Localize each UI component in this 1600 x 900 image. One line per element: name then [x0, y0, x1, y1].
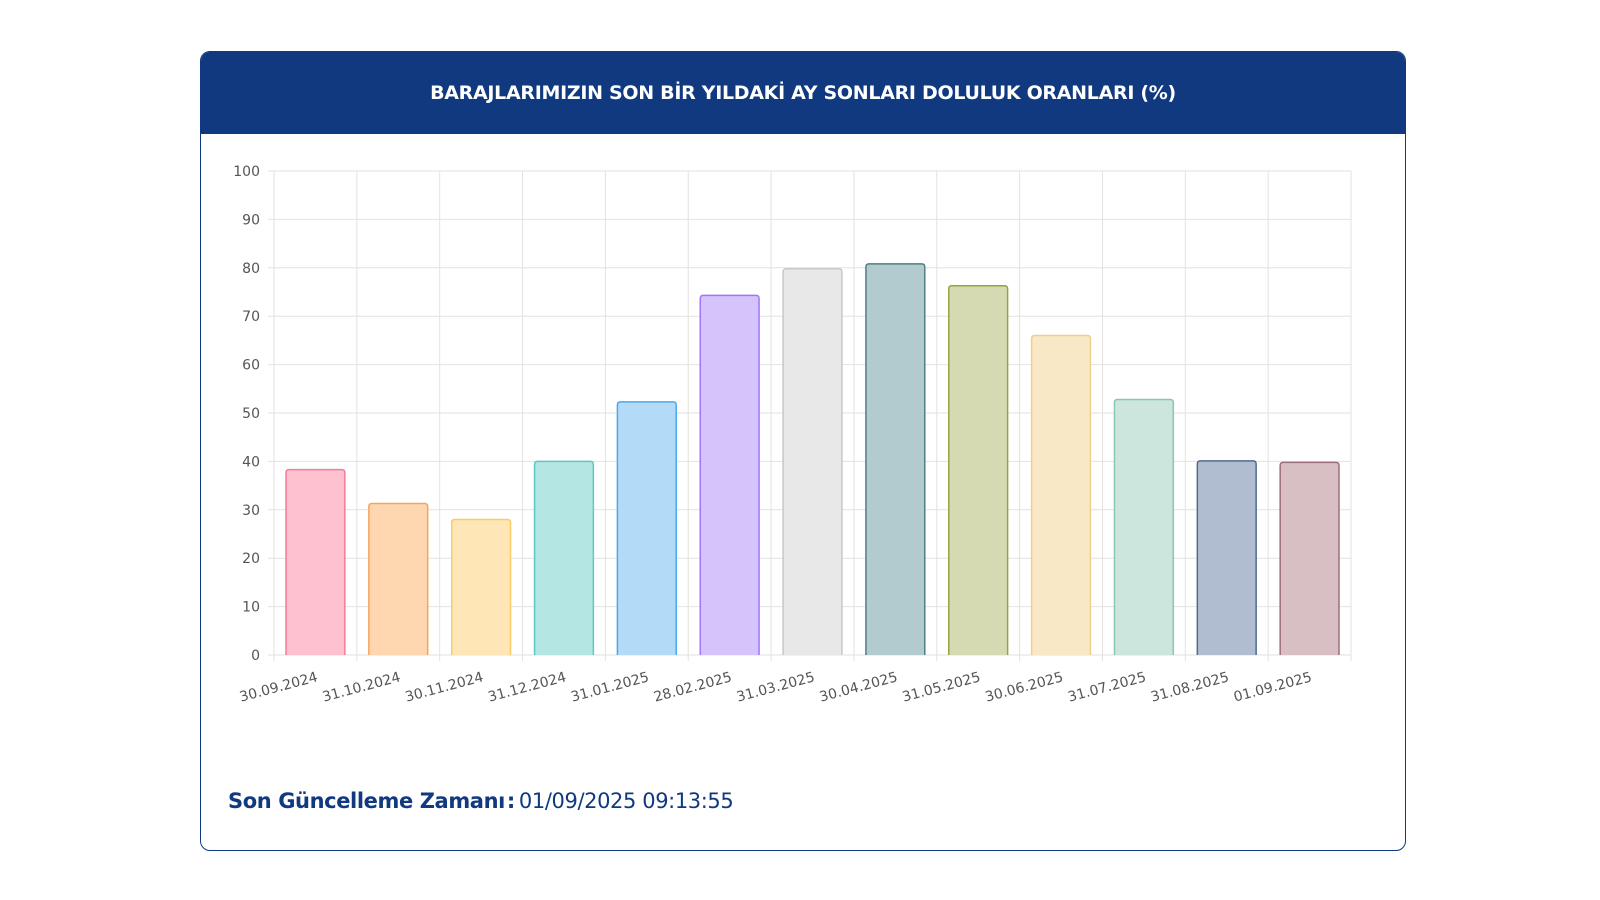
bar: [948, 284, 1009, 655]
bar: [285, 468, 346, 655]
bar-chart: 0 10 20 30 40 50 60 70 80 90 100 30.09.2024 31.10.20…: [233, 164, 1352, 706]
x-tick-label: 30.09.2024: [238, 669, 320, 705]
bar: [616, 401, 677, 655]
bar: [1196, 460, 1257, 655]
x-tick-label: 01.09.2025: [1232, 669, 1314, 705]
y-tick-label: 100: [233, 164, 260, 180]
last-update-label: Son Güncelleme Zamanı: [228, 789, 505, 813]
chart-card: BARAJLARIMIZIN SON BİR YILDAKİ AY SONLAR…: [200, 51, 1406, 851]
bar: [865, 263, 926, 655]
x-tick-label: 31.03.2025: [735, 669, 817, 705]
x-tick-label: 31.01.2025: [569, 669, 651, 705]
y-tick-label: 0: [251, 648, 260, 664]
y-tick-label: 90: [242, 212, 260, 228]
bar: [1279, 461, 1340, 655]
x-tick-label: 31.08.2025: [1149, 669, 1231, 705]
x-tick-label: 31.12.2024: [486, 669, 568, 705]
card-header: BARAJLARIMIZIN SON BİR YILDAKİ AY SONLAR…: [201, 52, 1405, 134]
bar: [1113, 398, 1175, 655]
bar: [699, 294, 760, 655]
x-tick-label: 31.07.2025: [1066, 669, 1148, 705]
bar: [450, 518, 512, 655]
bar: [1030, 334, 1092, 655]
x-tick-label: 31.10.2024: [321, 669, 403, 705]
bar: [533, 460, 595, 655]
bar: [368, 502, 429, 655]
chart-title: BARAJLARIMIZIN SON BİR YILDAKİ AY SONLAR…: [430, 82, 1176, 104]
y-tick-label: 10: [242, 600, 260, 616]
x-tick-label: 30.11.2024: [404, 669, 486, 705]
y-tick-label: 50: [242, 406, 260, 422]
y-tick-label: 70: [242, 309, 260, 325]
y-tick-label: 60: [242, 358, 260, 374]
y-tick-label: 80: [242, 261, 260, 277]
last-update: Son Güncelleme Zamanı: 01/09/2025 09:13:5…: [228, 789, 734, 813]
last-update-value: 01/09/2025 09:13:55: [518, 789, 734, 813]
y-tick-label: 30: [242, 503, 260, 519]
x-tick-label: 31.05.2025: [901, 669, 983, 705]
x-tick-label: 30.06.2025: [983, 669, 1065, 705]
y-tick-label: 40: [242, 454, 260, 470]
last-update-separator: :: [506, 789, 515, 813]
x-tick-label: 30.04.2025: [818, 669, 900, 705]
y-tick-label: 20: [242, 551, 260, 567]
x-tick-label: 28.02.2025: [652, 669, 734, 705]
bar: [782, 268, 843, 655]
